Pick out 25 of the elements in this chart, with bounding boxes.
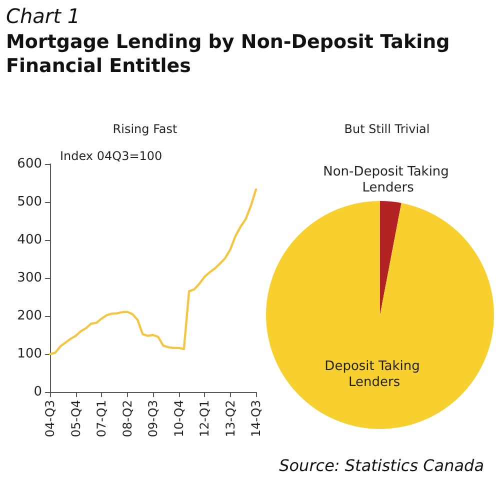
chart-subtitle: Rising Fast [112,122,178,136]
x-tick-label: 07-Q1 [94,400,108,438]
x-tick-label: 10-Q4 [172,400,186,438]
x-tick-label: 13-Q2 [223,400,238,438]
y-tick-label: 500 [17,194,42,210]
caption: Chart 1 [6,4,80,28]
y-tick-label: 100 [17,346,42,362]
x-tick-label: 12-Q1 [198,400,212,438]
x-tick-label: 04-Q3 [43,400,57,438]
y-tick-label: 300 [17,270,42,286]
y-tick-label: 200 [17,308,42,324]
chart-title: Mortgage Lending by Non-Deposit Taking Financial Entitles [6,30,451,78]
y-tick-label: 0 [34,384,42,400]
text: Index 04Q3=100 [60,149,162,163]
slice-label: Non-Deposit Taking Lenders [323,164,449,196]
x-tick-label: 05-Q4 [68,400,83,438]
line-series [48,188,258,356]
y-tick-label: 600 [17,156,42,172]
x-tick-label: 08-Q2 [120,400,134,438]
y-tick-label: 400 [17,232,42,248]
source-note: Source: Statistics Canada [279,456,484,475]
x-tick-label: 14-Q3 [249,400,263,438]
slice-label: Deposit Taking Lenders [324,359,424,390]
chart-subtitle: But Still Trivial [344,122,430,136]
x-tick-label: 09-Q3 [146,400,160,438]
